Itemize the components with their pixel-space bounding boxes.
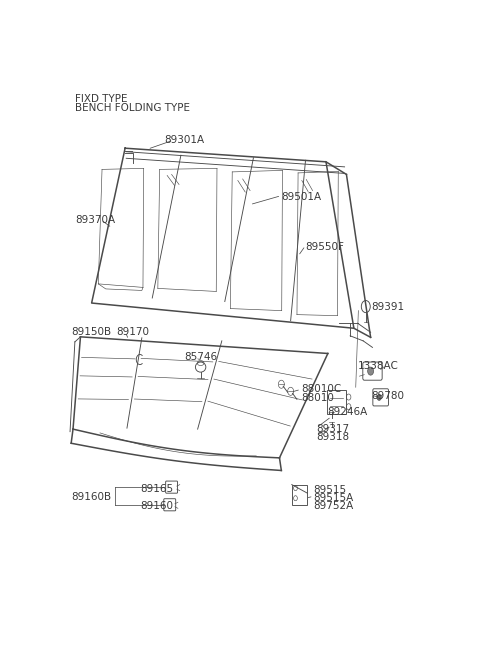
Text: 89318: 89318: [317, 432, 350, 442]
Text: 89317: 89317: [317, 424, 350, 434]
Text: 89550F: 89550F: [305, 242, 344, 252]
FancyBboxPatch shape: [292, 485, 307, 505]
Text: 1338AC: 1338AC: [358, 361, 398, 371]
Text: 89165: 89165: [140, 483, 173, 494]
FancyBboxPatch shape: [164, 498, 176, 511]
Text: 89170: 89170: [117, 327, 150, 337]
Text: 88010: 88010: [301, 393, 334, 403]
Text: 89752A: 89752A: [314, 501, 354, 511]
FancyBboxPatch shape: [166, 481, 178, 493]
Text: 89501A: 89501A: [281, 192, 322, 202]
FancyBboxPatch shape: [363, 362, 382, 380]
FancyBboxPatch shape: [327, 390, 347, 414]
Text: BENCH FOLDING TYPE: BENCH FOLDING TYPE: [75, 103, 190, 113]
Circle shape: [377, 394, 382, 400]
Text: 89370A: 89370A: [75, 215, 115, 225]
Text: 89515: 89515: [314, 485, 347, 495]
Text: 89150B: 89150B: [71, 327, 111, 337]
Text: 85746: 85746: [184, 352, 217, 362]
Text: 89780: 89780: [372, 391, 405, 402]
Text: 88010C: 88010C: [301, 384, 341, 394]
Text: 89160B: 89160B: [71, 492, 111, 502]
Text: 89301A: 89301A: [165, 135, 204, 145]
FancyBboxPatch shape: [373, 389, 388, 406]
Text: FIXD TYPE: FIXD TYPE: [75, 94, 127, 103]
Text: 89246A: 89246A: [327, 407, 367, 417]
Text: 89391: 89391: [372, 301, 405, 312]
Circle shape: [368, 367, 373, 375]
Text: 89515A: 89515A: [314, 493, 354, 503]
Text: 89160: 89160: [140, 501, 173, 512]
